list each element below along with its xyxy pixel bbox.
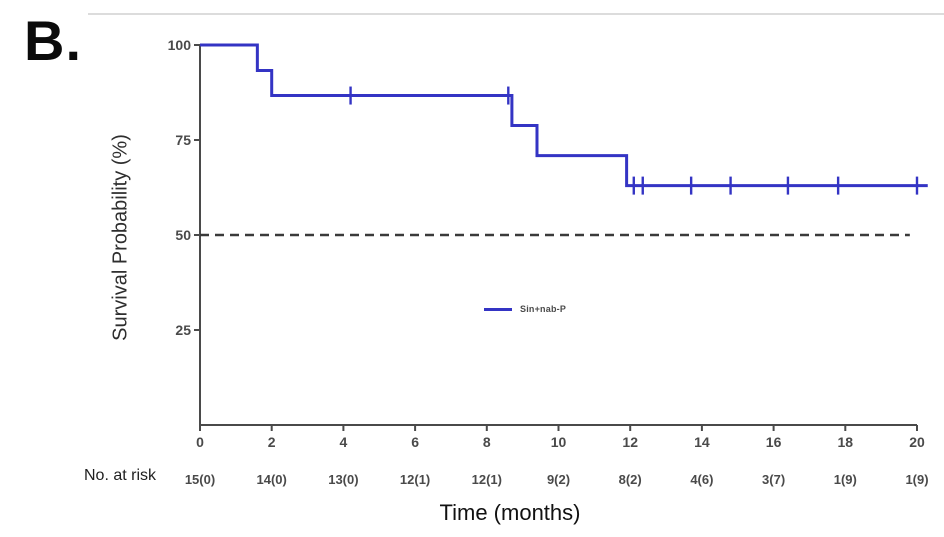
y-axis-tick-label: 75: [175, 132, 191, 148]
at-risk-value: 1(9): [834, 472, 857, 487]
at-risk-value: 8(2): [619, 472, 642, 487]
x-axis-tick-label: 14: [694, 434, 710, 450]
x-axis-tick-label: 16: [766, 434, 782, 450]
x-axis-tick-label: 18: [838, 434, 854, 450]
y-axis-tick-label: 25: [175, 322, 191, 338]
panel-label: B.: [24, 9, 82, 72]
x-axis-tick-label: 6: [411, 434, 419, 450]
x-axis-tick-label: 12: [622, 434, 638, 450]
x-axis-title: Time (months): [439, 500, 581, 525]
y-axis-title: Survival Probability (%): [109, 134, 132, 341]
at-risk-value: 12(1): [472, 472, 502, 487]
at-risk-value: 9(2): [547, 472, 570, 487]
at-risk-row-label: No. at risk: [84, 467, 157, 484]
legend-series-label: Sin+nab-P: [520, 304, 567, 314]
x-axis-tick-label: 0: [196, 434, 204, 450]
at-risk-value: 3(7): [762, 472, 785, 487]
at-risk-value: 1(9): [905, 472, 928, 487]
x-axis-tick-label: 8: [483, 434, 491, 450]
at-risk-value: 12(1): [400, 472, 430, 487]
at-risk-value: 4(6): [690, 472, 713, 487]
legend-line-swatch: [484, 307, 512, 311]
x-axis-tick-label: 2: [268, 434, 276, 450]
at-risk-value: 15(0): [185, 472, 215, 487]
at-risk-value: 14(0): [257, 472, 287, 487]
at-risk-value: 13(0): [328, 472, 358, 487]
x-axis-tick-label: 20: [909, 434, 925, 450]
top-divider-line: [88, 13, 944, 15]
y-axis-tick-label: 100: [168, 37, 192, 53]
survival-curve: [200, 43, 928, 188]
legend: Sin+nab-P: [484, 304, 566, 314]
x-axis-tick-label: 10: [551, 434, 567, 450]
y-axis-tick-label: 50: [175, 227, 191, 243]
x-axis-tick-label: 4: [340, 434, 348, 450]
